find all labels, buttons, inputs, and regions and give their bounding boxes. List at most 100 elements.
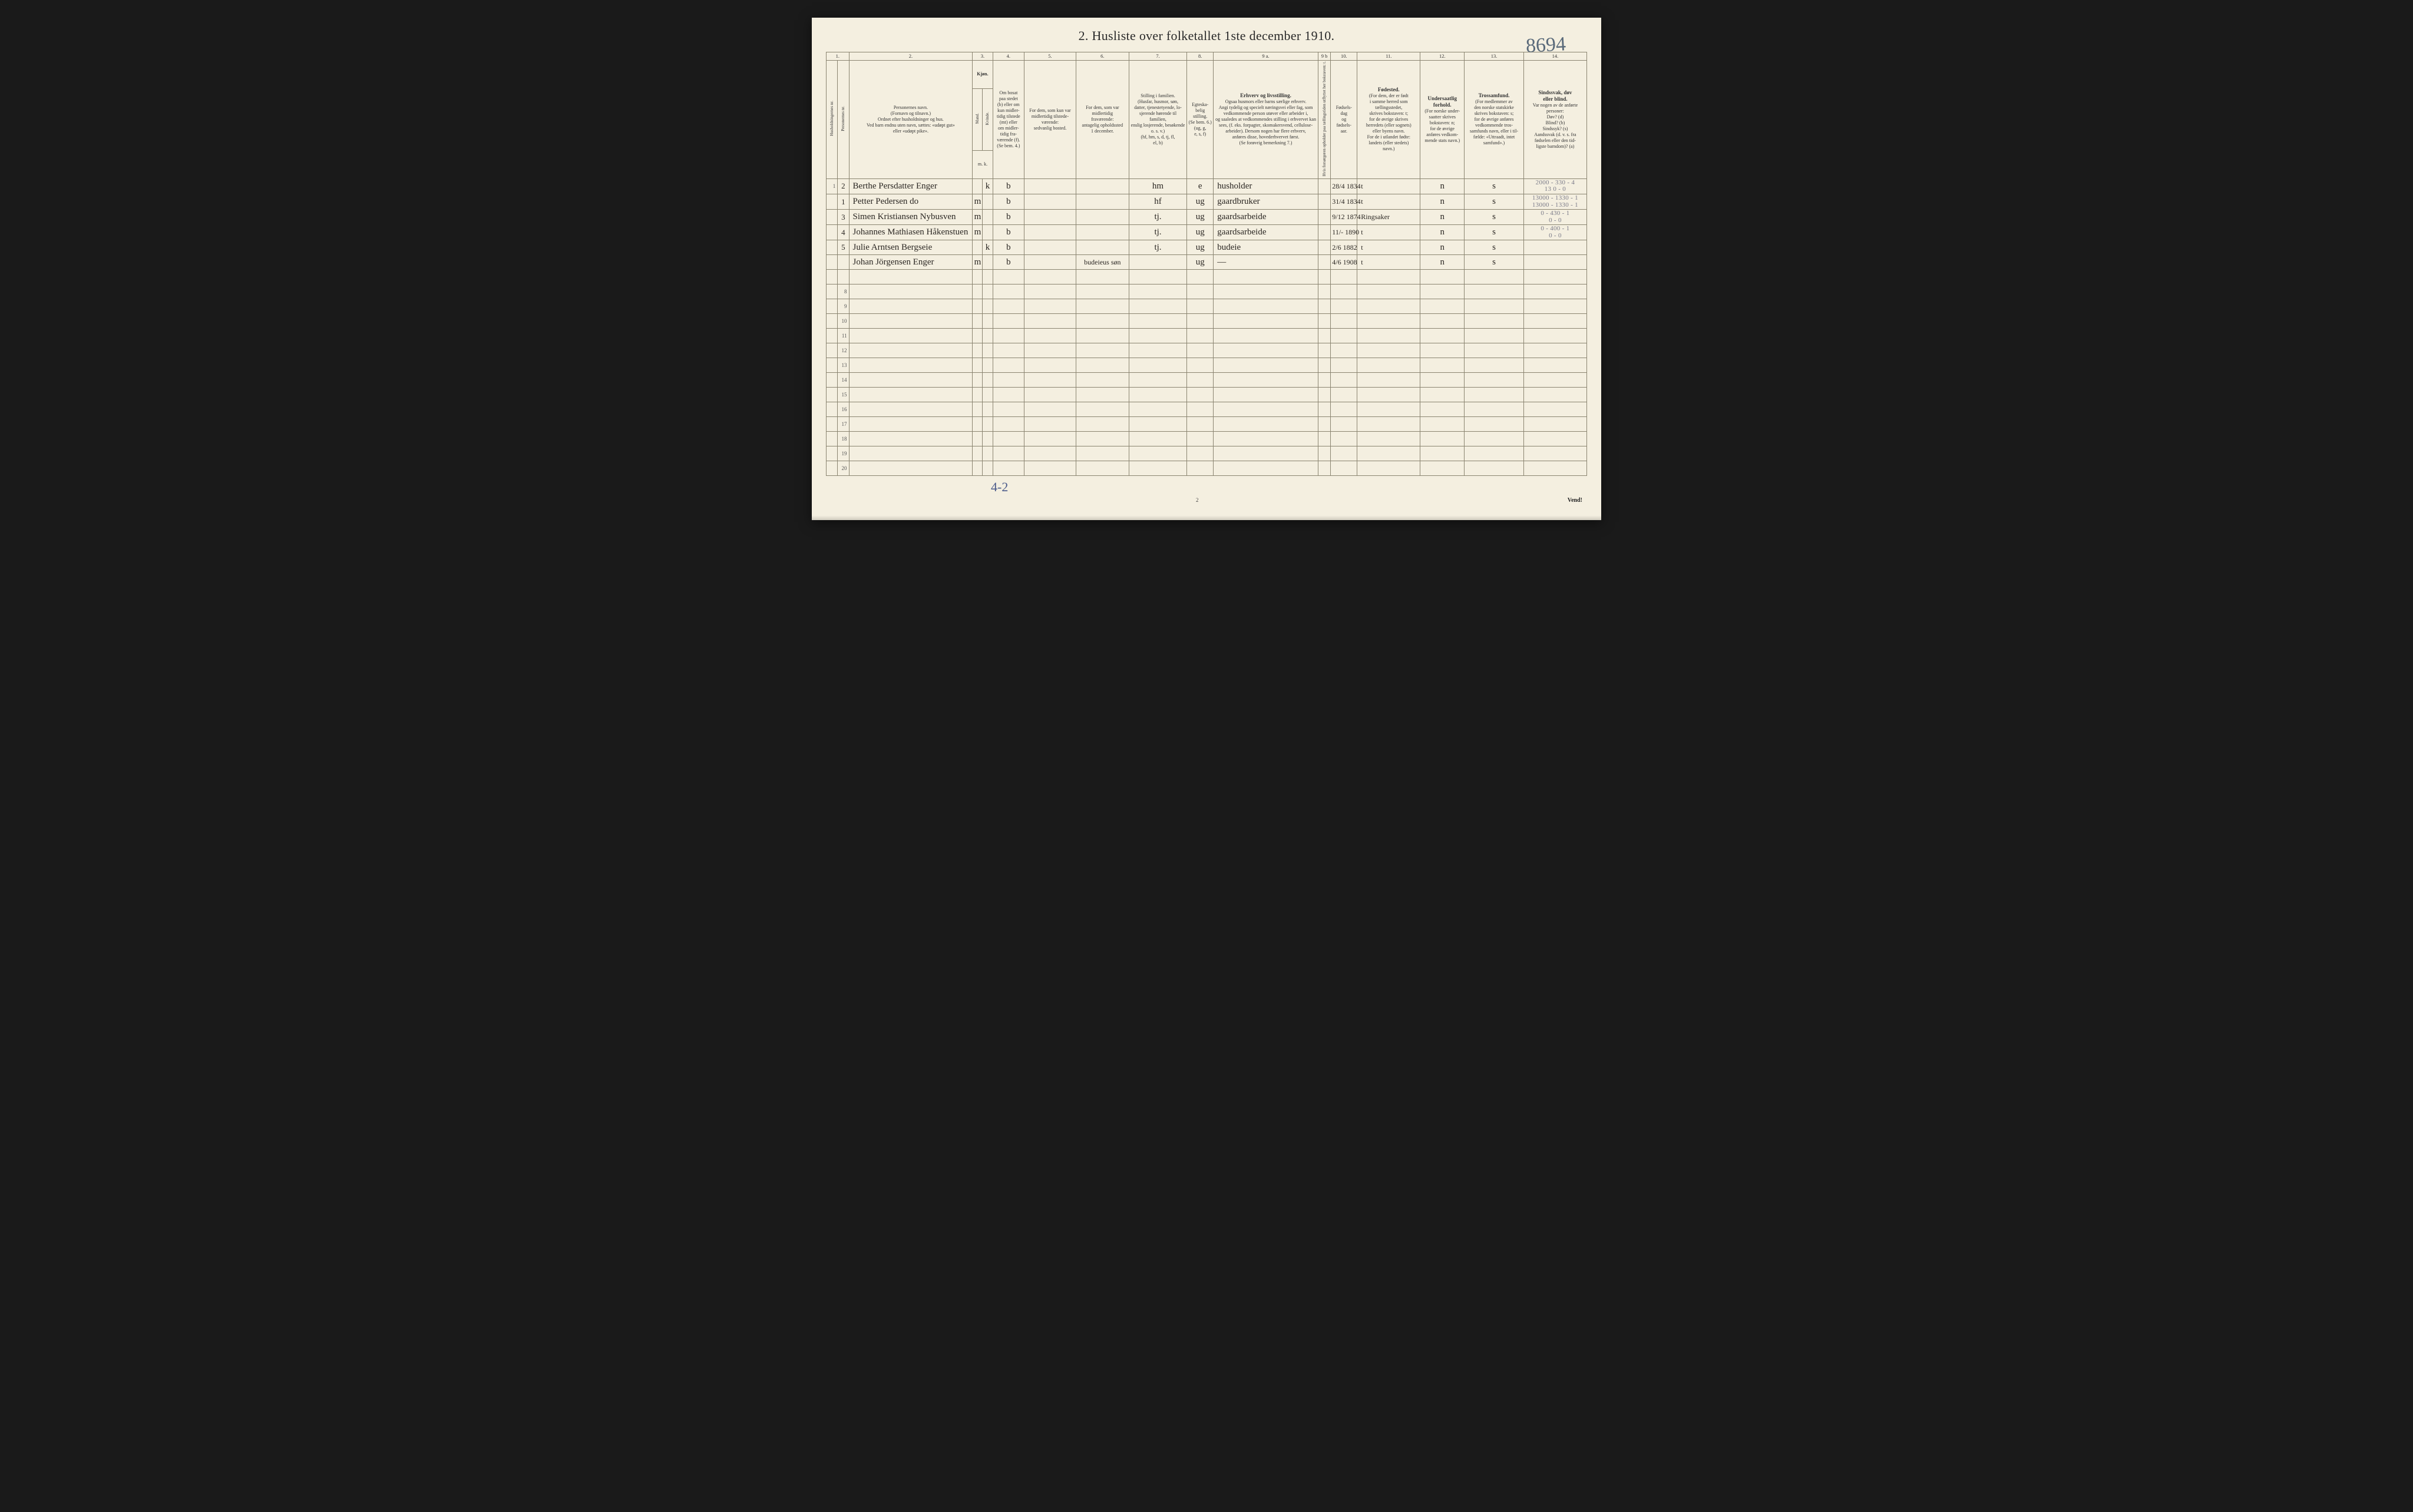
- cell-empty: [1187, 299, 1214, 314]
- cell-pnr: 15: [838, 388, 849, 402]
- cell-erhv: —: [1214, 255, 1318, 270]
- page-footer: 2 Vend!: [826, 497, 1587, 504]
- cell-eg: ug: [1187, 240, 1214, 255]
- cell-fam: tj.: [1129, 210, 1186, 225]
- cell-empty: [1076, 402, 1129, 417]
- cell-6: [1076, 210, 1129, 225]
- cell-empty: [973, 432, 983, 446]
- cell-empty: [1129, 373, 1186, 388]
- cell-empty: [1318, 432, 1330, 446]
- cell-empty: [849, 388, 973, 402]
- cell-pnr: 11: [838, 329, 849, 343]
- cell-9b: [1318, 255, 1330, 270]
- table-row: 5Julie Arntsen Bergseiekbtj.ugbudeie2/6 …: [827, 240, 1587, 255]
- cell-empty: [1187, 343, 1214, 358]
- cell-hh: [827, 432, 838, 446]
- hdr-mk: m. k.: [973, 150, 993, 178]
- cell-k: [983, 194, 993, 209]
- cell-name: Johan Jörgensen Enger: [849, 255, 973, 270]
- cell-empty: [973, 402, 983, 417]
- cell-empty: [993, 284, 1024, 299]
- cell-empty: [1523, 284, 1586, 299]
- cell-empty: [1024, 402, 1076, 417]
- cell-empty: [1420, 417, 1465, 432]
- cell-empty: [1331, 417, 1357, 432]
- cell-empty: [1129, 432, 1186, 446]
- cell-name: Petter Pedersen do: [849, 194, 973, 209]
- cell-empty: [1420, 284, 1465, 299]
- cell-empty: [1076, 270, 1129, 284]
- table-row: 9: [827, 299, 1587, 314]
- cell-hh: [827, 329, 838, 343]
- cell-empty: [1523, 358, 1586, 373]
- cell-empty: [1318, 270, 1330, 284]
- table-row: 10: [827, 314, 1587, 329]
- cell-hh: [827, 358, 838, 373]
- cell-name: Simen Kristiansen Nybusven: [849, 210, 973, 225]
- table-row: 8: [827, 284, 1587, 299]
- cell-empty: [1331, 461, 1357, 476]
- table-row: 13: [827, 358, 1587, 373]
- cell-empty: [1420, 461, 1465, 476]
- cell-empty: [1465, 343, 1524, 358]
- cell-empty: [1024, 461, 1076, 476]
- cell-empty: [849, 284, 973, 299]
- cell-hh: [827, 461, 838, 476]
- cell-dob: 9/12 1874: [1331, 210, 1357, 225]
- cell-empty: [1187, 388, 1214, 402]
- cell-empty: [1024, 270, 1076, 284]
- cell-empty: [1420, 314, 1465, 329]
- cell-empty: [1465, 284, 1524, 299]
- col-num-10: 10.: [1331, 52, 1357, 61]
- cell-pnr: 14: [838, 373, 849, 388]
- cell-empty: [1076, 388, 1129, 402]
- cell-empty: [1420, 343, 1465, 358]
- cell-empty: [1420, 358, 1465, 373]
- cell-empty: [983, 284, 993, 299]
- cell-empty: [1318, 373, 1330, 388]
- cell-empty: [1357, 299, 1420, 314]
- cell-empty: [1076, 284, 1129, 299]
- cell-pnr: 9: [838, 299, 849, 314]
- cell-tro: s: [1465, 255, 1524, 270]
- cell-m: m: [973, 255, 983, 270]
- cell-empty: [973, 284, 983, 299]
- cell-empty: [1318, 402, 1330, 417]
- cell-hh: [827, 210, 838, 225]
- table-row: 17: [827, 417, 1587, 432]
- table-header: 1. 2. 3. 4. 5. 6. 7. 8. 9 a. 9 b 10. 11.…: [827, 52, 1587, 179]
- cell-res: b: [993, 210, 1024, 225]
- cell-empty: [993, 314, 1024, 329]
- cell-14: 2000 - 330 - 413 0 - 0: [1523, 178, 1586, 194]
- cell-empty: [1357, 402, 1420, 417]
- cell-6: [1076, 240, 1129, 255]
- cell-eg: ug: [1187, 225, 1214, 240]
- cell-empty: [1465, 270, 1524, 284]
- cell-empty: [1129, 417, 1186, 432]
- cell-empty: [1357, 417, 1420, 432]
- cell-empty: [1076, 373, 1129, 388]
- cell-hh: [827, 284, 838, 299]
- cell-empty: [1187, 432, 1214, 446]
- cell-dob: 31/4 1834: [1331, 194, 1357, 209]
- cell-empty: [1024, 432, 1076, 446]
- cell-empty: [973, 299, 983, 314]
- cell-empty: [1187, 314, 1214, 329]
- cell-empty: [993, 329, 1024, 343]
- cell-erhv: gaardsarbeide: [1214, 225, 1318, 240]
- cell-empty: [849, 358, 973, 373]
- cell-empty: [1076, 432, 1129, 446]
- cell-empty: [1318, 417, 1330, 432]
- cell-empty: [1129, 314, 1186, 329]
- cell-empty: [1523, 343, 1586, 358]
- cell-empty: [983, 388, 993, 402]
- cell-fam: tj.: [1129, 240, 1186, 255]
- col-num-1: 1.: [827, 52, 849, 61]
- cell-empty: [1214, 314, 1318, 329]
- cell-empty: [1357, 432, 1420, 446]
- cell-tro: s: [1465, 210, 1524, 225]
- cell-k: [983, 255, 993, 270]
- hdr-undersaatlig: Undersaatlig forhold.(For norske under- …: [1420, 60, 1465, 178]
- cell-empty: [1465, 314, 1524, 329]
- cell-empty: [1129, 329, 1186, 343]
